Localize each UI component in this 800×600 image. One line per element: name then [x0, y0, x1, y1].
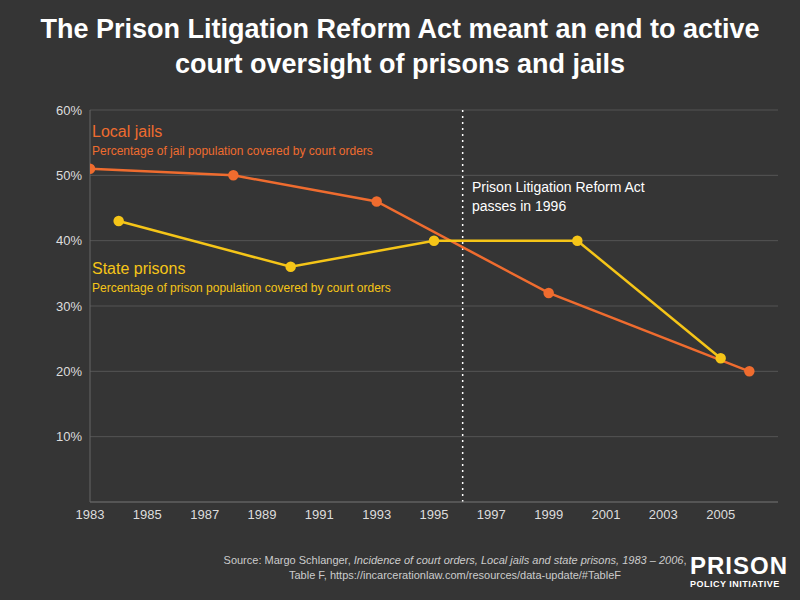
svg-text:1983: 1983: [76, 507, 105, 522]
html-text:Source: Margo Schlanger, Incid: Source: Margo Schlanger, Incidence of co…: [223, 554, 687, 581]
svg-text:10%: 10%: [56, 429, 82, 444]
svg-text:1985: 1985: [133, 507, 162, 522]
html-text:Local jails: Local jails: [92, 123, 163, 140]
svg-text:30%: 30%: [56, 299, 82, 314]
svg-text:1999: 1999: [534, 507, 563, 522]
svg-text:50%: 50%: [56, 168, 82, 183]
svg-text:60%: 60%: [56, 103, 82, 118]
svg-text:1993: 1993: [362, 507, 391, 522]
html-text:Percentage of prison populatio: Percentage of prison population covered …: [92, 281, 391, 295]
html-text:POLICY INITIATIVE: POLICY INITIATIVE: [690, 579, 780, 589]
html-text:Prison Litigation Reform Act: Prison Litigation Reform Act: [472, 179, 645, 195]
html-text:State prisons: State prisons: [92, 260, 186, 277]
svg-text:2003: 2003: [649, 507, 678, 522]
svg-text:1995: 1995: [420, 507, 449, 522]
svg-text:2005: 2005: [706, 507, 735, 522]
svg-text:40%: 40%: [56, 233, 82, 248]
html-text:Percentage of jail population: Percentage of jail population covered by…: [92, 144, 373, 158]
html-text:The Prison Litigation Reform A: The Prison Litigation Reform Act meant a…: [40, 14, 760, 79]
svg-text:1991: 1991: [305, 507, 334, 522]
svg-text:1989: 1989: [248, 507, 277, 522]
svg-text:1997: 1997: [477, 507, 506, 522]
svg-text:2001: 2001: [592, 507, 621, 522]
svg-text:1987: 1987: [190, 507, 219, 522]
html-text:PRISON: PRISON: [690, 552, 788, 579]
html-text:passes in 1996: passes in 1996: [472, 198, 567, 214]
svg-text:20%: 20%: [56, 364, 82, 379]
